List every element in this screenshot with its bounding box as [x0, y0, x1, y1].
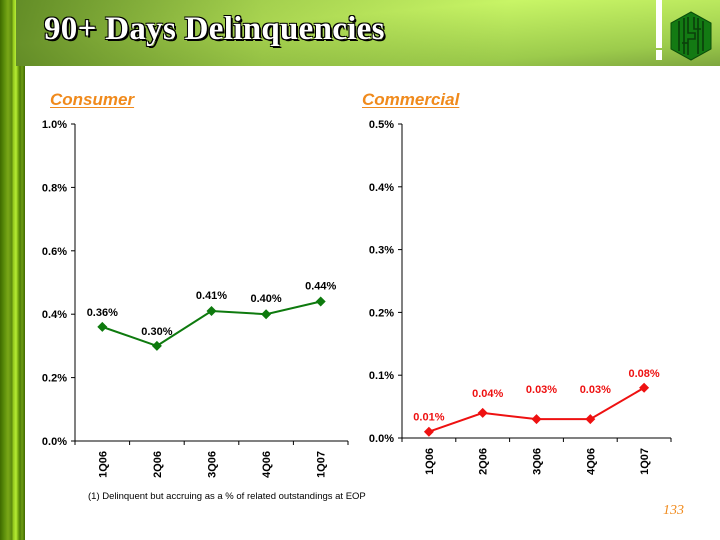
commercial-x-tick-label: 4Q06	[585, 448, 597, 475]
hexagon-bank-logo-icon	[670, 11, 712, 61]
commercial-y-tick-label: 0.3%	[369, 245, 394, 257]
commercial-data-point	[423, 426, 434, 437]
consumer-x-tick-label: 4Q06	[261, 451, 273, 478]
commercial-y-tick-label: 0.5%	[369, 119, 394, 131]
consumer-x-tick-label: 1Q07	[316, 451, 328, 478]
consumer-data-point	[315, 296, 326, 307]
commercial-y-tick-label: 0.1%	[369, 370, 394, 382]
commercial-x-tick-label: 2Q06	[478, 448, 490, 475]
consumer-data-label: 0.44%	[305, 281, 336, 293]
commercial-section-title: Commercial	[362, 90, 460, 109]
commercial-x-tick-label: 3Q06	[532, 448, 544, 475]
commercial-data-label: 0.03%	[580, 384, 611, 396]
consumer-data-point	[97, 321, 108, 332]
decorative-side-stripes	[0, 0, 25, 540]
consumer-data-label: 0.41%	[196, 290, 227, 302]
page-title: 90+ Days Delinquencies	[44, 11, 385, 47]
consumer-y-tick-label: 0.6%	[42, 246, 67, 258]
header-bar	[16, 0, 720, 66]
consumer-x-tick-label: 2Q06	[152, 451, 164, 478]
commercial-data-label: 0.04%	[472, 388, 503, 400]
commercial-x-tick-label: 1Q06	[424, 448, 436, 475]
footnote: (1) Delinquent but accruing as a % of re…	[88, 491, 366, 502]
consumer-y-tick-label: 0.4%	[42, 309, 67, 321]
consumer-data-point	[151, 340, 162, 351]
consumer-y-tick-label: 0.8%	[42, 182, 67, 194]
header-divider	[656, 0, 662, 48]
consumer-y-tick-label: 0.2%	[42, 373, 67, 385]
commercial-data-label: 0.01%	[413, 412, 444, 424]
header-divider-tail	[656, 50, 662, 60]
consumer-x-tick-label: 1Q06	[97, 451, 109, 478]
consumer-data-point	[261, 309, 272, 320]
commercial-data-point	[585, 414, 596, 425]
consumer-y-tick-label: 1.0%	[42, 119, 67, 131]
commercial-x-tick-label: 1Q07	[639, 448, 651, 475]
commercial-data-point	[531, 414, 542, 425]
commercial-data-point	[639, 382, 650, 393]
page-number: 133	[663, 503, 684, 518]
commercial-y-tick-label: 0.2%	[369, 307, 394, 319]
commercial-y-tick-label: 0.4%	[369, 182, 394, 194]
consumer-y-tick-label: 0.0%	[42, 436, 67, 448]
commercial-data-label: 0.08%	[628, 368, 659, 380]
consumer-section-title: Consumer	[50, 90, 135, 109]
consumer-data-label: 0.30%	[141, 326, 172, 338]
commercial-y-tick-label: 0.0%	[369, 433, 394, 445]
consumer-data-point	[206, 306, 217, 317]
consumer-x-tick-label: 3Q06	[207, 451, 219, 478]
commercial-data-label: 0.03%	[526, 384, 557, 396]
consumer-data-label: 0.36%	[87, 307, 118, 319]
consumer-data-label: 0.40%	[250, 293, 281, 305]
commercial-data-point	[477, 407, 488, 418]
